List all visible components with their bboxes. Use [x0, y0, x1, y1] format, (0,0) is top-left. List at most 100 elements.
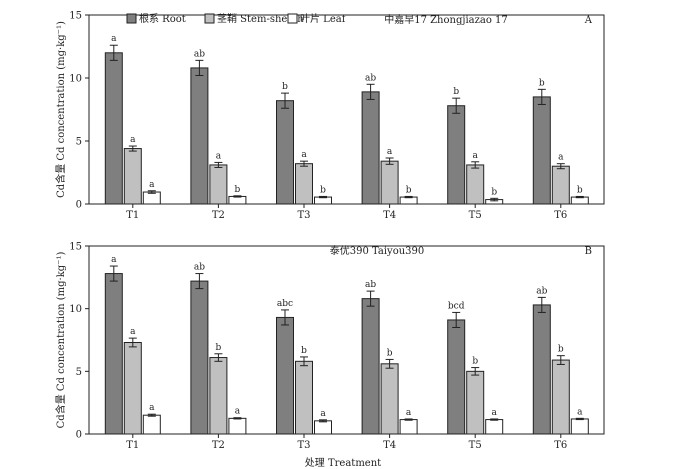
bar-stem: [295, 163, 313, 205]
significance-label: ab: [365, 73, 376, 83]
significance-label: a: [149, 180, 155, 190]
bar-root: [361, 91, 380, 205]
bar-leaf: [485, 419, 504, 435]
significance-label: b: [216, 343, 222, 353]
bar-root: [104, 52, 123, 205]
bar-leaf: [314, 420, 332, 435]
significance-label: bcd: [448, 301, 465, 311]
significance-label: b: [558, 345, 564, 355]
bar-root: [190, 280, 209, 435]
significance-label: a: [577, 407, 583, 417]
significance-label: a: [301, 150, 307, 160]
significance-label: a: [216, 151, 222, 161]
x-tick-label: T4: [383, 440, 396, 451]
bar-root: [276, 316, 294, 435]
significance-label: b: [406, 185, 412, 195]
legend-label-stem: 茎鞘 Stem-sheath: [217, 12, 304, 25]
legend-swatch-leaf: [287, 13, 298, 24]
significance-label: a: [111, 255, 117, 265]
significance-label: a: [406, 408, 412, 418]
significance-label: b: [472, 357, 478, 367]
chart-title: 泰优390 Taiyou390: [330, 244, 425, 257]
bar-stem: [466, 164, 485, 205]
x-tick-label: T1: [126, 440, 139, 451]
significance-label: ab: [536, 286, 547, 296]
legend-swatch-root: [126, 13, 137, 24]
significance-label: a: [492, 408, 498, 418]
bar-stem: [209, 357, 228, 435]
x-tick-label: T6: [554, 440, 567, 451]
x-tick-label: T2: [212, 210, 225, 221]
x-tick-label: T4: [383, 210, 396, 221]
legend-label-leaf: 叶片 Leaf: [300, 12, 347, 25]
bar-leaf: [399, 419, 418, 435]
y-tick-label: 15: [69, 11, 82, 22]
bar-root: [532, 304, 551, 435]
y-tick-label: 0: [76, 430, 82, 441]
significance-label: abc: [277, 299, 293, 309]
bar-stem: [123, 148, 142, 205]
bar-stem: [466, 370, 485, 435]
bar-stem: [551, 165, 570, 205]
significance-label: a: [111, 34, 117, 44]
bar-root: [104, 273, 123, 435]
bar-stem: [123, 342, 142, 435]
y-tick-label: 0: [76, 200, 82, 211]
significance-label: a: [320, 409, 326, 419]
x-tick-label: T2: [212, 440, 225, 451]
significance-label: a: [235, 407, 241, 417]
significance-label: b: [539, 78, 545, 88]
significance-label: ab: [194, 263, 205, 273]
bar-root: [447, 105, 466, 205]
significance-label: a: [473, 151, 479, 161]
bar-leaf: [570, 418, 589, 435]
significance-label: a: [130, 135, 136, 145]
plot-frame: [88, 245, 605, 435]
panel-letter: A: [584, 15, 593, 26]
significance-label: a: [130, 327, 136, 337]
y-tick-label: 10: [69, 74, 82, 85]
bar-root: [532, 96, 551, 205]
significance-label: ab: [194, 49, 205, 59]
y-tick-label: 5: [76, 367, 82, 378]
panel-letter: B: [585, 246, 592, 257]
bar-leaf: [142, 414, 161, 435]
y-axis-label: Cd含量 Cd concentration (mg·kg⁻¹): [54, 252, 67, 429]
x-tick-label: T1: [126, 210, 139, 221]
significance-label: a: [149, 403, 155, 413]
y-axis-label: Cd含量 Cd concentration (mg·kg⁻¹): [54, 21, 67, 198]
bar-root: [361, 298, 380, 435]
x-tick-label: T5: [469, 210, 482, 221]
bar-leaf: [228, 195, 247, 205]
significance-label: b: [320, 185, 326, 195]
chart-title: 中嘉早17 Zhongjiazao 17: [384, 13, 508, 26]
bar-stem: [209, 164, 228, 205]
x-tick-label: T5: [469, 440, 482, 451]
significance-label: b: [235, 185, 241, 195]
bar-stem: [295, 360, 313, 435]
bar-root: [276, 100, 294, 205]
significance-label: a: [558, 153, 564, 163]
significance-label: a: [387, 147, 393, 157]
x-tick-label: T3: [297, 440, 310, 451]
significance-label: b: [282, 82, 288, 92]
legend-label-root: 根系 Root: [139, 12, 186, 25]
bar-stem: [380, 363, 399, 435]
significance-label: b: [491, 187, 497, 197]
bar-root: [190, 67, 209, 205]
bar-stem: [380, 160, 399, 205]
significance-label: b: [387, 348, 393, 358]
x-axis-label: 处理 Treatment: [305, 457, 381, 469]
bar-leaf: [142, 191, 161, 205]
significance-label: b: [453, 87, 459, 97]
legend-swatch-stem: [204, 13, 215, 24]
significance-label: b: [301, 346, 307, 356]
significance-label: ab: [365, 280, 376, 290]
y-tick-label: 15: [69, 242, 82, 253]
bar-root: [447, 319, 466, 435]
bar-leaf: [228, 417, 247, 435]
